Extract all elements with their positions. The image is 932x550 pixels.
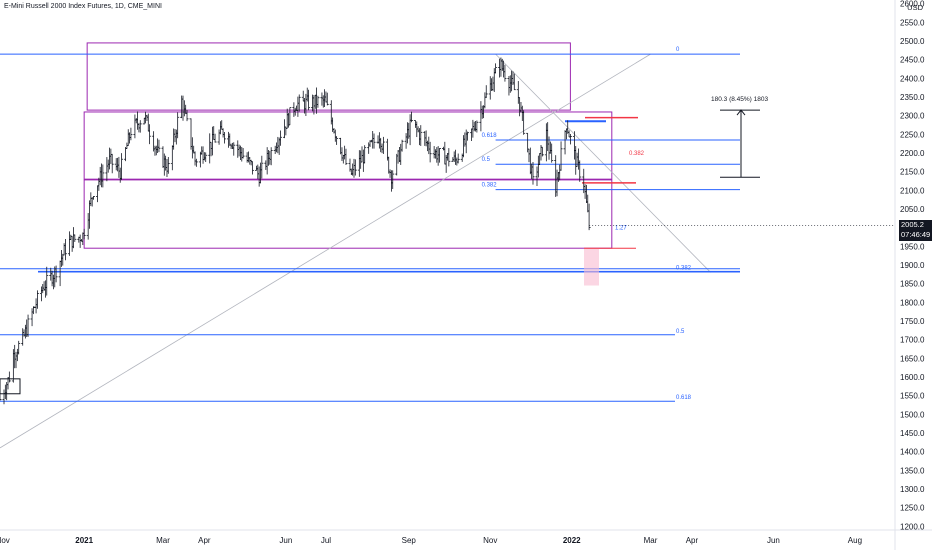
price-tick-label: 2250.0 xyxy=(900,130,925,139)
time-tick-label: Mar xyxy=(644,536,658,545)
time-tick-label: Aug xyxy=(848,536,862,545)
time-tick-label: Apr xyxy=(686,536,699,545)
price-tick-label: 1600.0 xyxy=(900,373,925,382)
time-tick-label: Apr xyxy=(198,536,211,545)
time-tick-label: Mar xyxy=(156,536,170,545)
fib-extension-label: 1.27 xyxy=(615,226,627,232)
price-tick-label: 2200.0 xyxy=(900,149,925,158)
time-tick-label: Jun xyxy=(767,536,780,545)
price-tick-label: 1950.0 xyxy=(900,242,925,251)
price-tick-label: 1850.0 xyxy=(900,280,925,289)
trend-line-support xyxy=(0,53,651,449)
time-tick-label: Jun xyxy=(279,536,292,545)
price-tick-label: 2550.0 xyxy=(900,18,925,27)
price-tick-label: 2150.0 xyxy=(900,168,925,177)
price-tick-label: 1750.0 xyxy=(900,317,925,326)
price-tick-label: 2600.0 xyxy=(900,0,925,9)
last-price-tag: 2005.2 07:46:49 xyxy=(899,219,932,241)
price-tick-label: 2300.0 xyxy=(900,112,925,121)
time-tick-label: 2022 xyxy=(563,536,581,545)
price-tick-label: 2100.0 xyxy=(900,186,925,195)
price-tick-label: 1900.0 xyxy=(900,261,925,270)
range-box xyxy=(83,179,613,249)
price-tick-label: 2050.0 xyxy=(900,205,925,214)
price-tick-label: 1500.0 xyxy=(900,410,925,419)
fib-level-label: 0.5 xyxy=(676,329,685,335)
range-box xyxy=(86,42,571,111)
fib-level-label: 0 xyxy=(676,47,680,53)
range-box xyxy=(83,111,613,180)
fib-level-label: 0.618 xyxy=(482,133,498,139)
price-tick-label: 1450.0 xyxy=(900,429,925,438)
inner-fib-label: 0.382 xyxy=(629,151,645,157)
time-tick-label: Jul xyxy=(321,536,331,545)
target-zone xyxy=(584,248,599,286)
countdown-timer: 07:46:49 xyxy=(901,229,931,239)
price-tick-label: 2350.0 xyxy=(900,93,925,102)
price-tick-label: 1300.0 xyxy=(900,485,925,494)
last-price-value: 2005.2 xyxy=(901,219,924,229)
price-tick-label: 1800.0 xyxy=(900,298,925,307)
price-tick-label: 1400.0 xyxy=(900,448,925,457)
currency-label: USD xyxy=(907,3,923,12)
price-tick-label: 2450.0 xyxy=(900,56,925,65)
price-tick-label: 1650.0 xyxy=(900,354,925,363)
time-tick-label: Nov xyxy=(0,536,10,545)
time-tick-label: 2021 xyxy=(75,536,93,545)
measure-arrow-head xyxy=(736,109,746,116)
price-tick-label: 1550.0 xyxy=(900,392,925,401)
consolidation-box xyxy=(0,378,21,395)
price-tick-label: 1200.0 xyxy=(900,522,925,531)
fib-level-label: 0.5 xyxy=(482,157,491,163)
measure-label: 180.3 (8.45%) 1803 xyxy=(711,96,768,103)
price-tick-label: 1250.0 xyxy=(900,504,925,513)
fib-level-label: 0.382 xyxy=(482,183,498,189)
price-tick-label: 2400.0 xyxy=(900,74,925,83)
price-tick-label: 1700.0 xyxy=(900,336,925,345)
chart-title: E-Mini Russell 2000 Index Futures, 1D, C… xyxy=(4,3,162,10)
price-tick-label: 2500.0 xyxy=(900,37,925,46)
time-tick-label: Nov xyxy=(483,536,497,545)
price-tick-label: 1350.0 xyxy=(900,466,925,475)
time-tick-label: Sep xyxy=(402,536,417,545)
fib-level-label: 0.618 xyxy=(676,395,692,401)
trend-line-resistance xyxy=(495,53,711,273)
